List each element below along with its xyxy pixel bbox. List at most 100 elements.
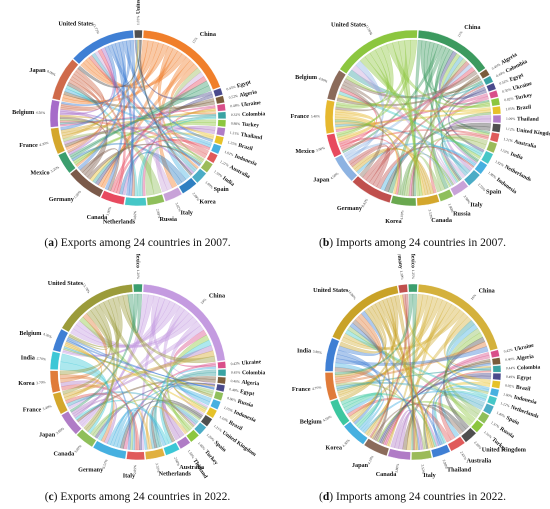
country-label-india: India (297, 347, 311, 354)
chord-brazil-to-belgium (64, 344, 206, 414)
country-label-united-states: United States (58, 20, 94, 27)
pct-label-india: 2.70% (36, 356, 46, 361)
arc-spain (482, 403, 495, 415)
chord-united-states-to-netherlands (126, 39, 136, 196)
group-thailand: 2.98%Thailand (430, 444, 472, 474)
country-label-china: China (200, 31, 216, 38)
group-france: 4.70%France (292, 372, 338, 401)
pct-label-mexico: 3.20% (50, 165, 60, 173)
pct-label-united-kingdom: 2.28% (473, 440, 482, 450)
group-mexico: 3.20%Mexico (30, 151, 76, 176)
arc-korea (178, 177, 197, 194)
pct-label-united-states: 11.72% (92, 23, 100, 35)
group-united-kingdom: 1.03% United Kingdom (134, 0, 143, 39)
group-mexico: 3.90%Mexico (295, 133, 342, 158)
country-label-russia: Russia (499, 426, 516, 440)
caption-text: Imports among 24 countries in 2022. (336, 491, 506, 503)
country-label-belgium: Belgium (12, 109, 35, 116)
group-belgium: 4.50%Belgium (300, 398, 350, 426)
pct-label-canada: 3.90% (106, 206, 113, 216)
arc-brazil (213, 135, 225, 146)
panel-imports-2007: 11% China 0.40% Algeria 0.44% Colombia 0.52% Eg… (275, 0, 550, 254)
country-label-canada: Canada (87, 214, 108, 221)
group-canada: 3.80%Canada (376, 448, 411, 478)
arc-spain (463, 169, 481, 187)
country-label-germany: Germany (337, 205, 363, 212)
country-label-algeria: Algeria (239, 89, 258, 99)
arc-korea (343, 421, 368, 445)
arc-germany (92, 440, 127, 460)
country-label-united-states: United States (313, 287, 349, 294)
pct-label-india: 1.52% (500, 148, 510, 155)
chord-united-states-to-mexico (336, 39, 418, 136)
pct-label-belgium: 4.90% (318, 76, 328, 83)
arc-china (417, 29, 486, 73)
group-united-states: 11.99%United States (331, 22, 418, 74)
country-label-italy: Italy (470, 201, 483, 208)
pct-label-canada: 3.80% (394, 463, 399, 473)
group-netherlands: 3.33%Netherlands (144, 447, 192, 477)
group-china: 19%China (142, 283, 226, 362)
pct-label-germany: 8.42% (361, 198, 369, 208)
arc-ukraine (217, 361, 227, 369)
group-united-kingdom: 1.12% United Kingdom (491, 123, 550, 138)
arc-united-states (332, 285, 399, 341)
country-label-egypt: Egypt (509, 72, 525, 83)
group-egypt: 0.43% Egypt (212, 79, 252, 98)
arc-egypt (215, 383, 226, 393)
group-colombia: 0.32% Colombia (217, 111, 266, 120)
chord-australia-to-canada (429, 133, 489, 194)
arc-united-kingdom (134, 29, 143, 39)
country-label-germany: Germany (49, 196, 75, 203)
pct-label-colombia: 0.32% (231, 113, 240, 117)
pct-label-colombia: 0.44% (506, 366, 515, 370)
country-label-belgium: Belgium (300, 418, 323, 425)
country-label-colombia: Colombia (517, 365, 541, 372)
group-brazil: 1.05% Brazil (492, 105, 532, 115)
caption-text: Exports among 24 countries in 2022. (60, 491, 231, 503)
country-label-egypt: Egypt (240, 389, 255, 398)
arc-korea (49, 370, 61, 394)
arc-colombia (217, 111, 227, 120)
chord-egypt-to-japan (378, 375, 492, 443)
country-label-china: China (479, 288, 495, 295)
country-label-ukraine: Ukraine (514, 343, 535, 353)
group-canada: 3.53%Canada (416, 194, 452, 224)
country-label-turkey: Turkey (203, 449, 219, 466)
chord-brazil-to-italy (425, 381, 491, 449)
pct-label-ukraine: 0.48% (230, 103, 240, 108)
country-label-japan: Japan (29, 67, 46, 74)
chord-spain-to-france (336, 381, 484, 411)
pct-label-thailand: 1.58% (187, 449, 195, 459)
arc-belgium (52, 328, 69, 353)
pct-label-china: 11% (457, 30, 464, 38)
group-germany: 1.30%Germany (395, 254, 408, 294)
pct-label-united-states: 13.78% (81, 282, 90, 294)
country-label-australia: Australia (467, 458, 492, 465)
panel-letter: a (48, 237, 54, 249)
arc-india (49, 351, 61, 370)
country-label-brazil: Brazil (228, 420, 244, 433)
pct-label-spain: 1.29% (206, 433, 216, 442)
pct-label-netherlands: 3.33% (155, 463, 161, 473)
group-germany: 7.09%Germany (49, 168, 104, 203)
pct-label-united-kingdom: 1.03% (136, 16, 140, 25)
caption-text: Imports among 24 countries in 2007. (336, 237, 506, 249)
arc-spain (191, 168, 207, 184)
country-label-egypt: Egypt (236, 79, 252, 89)
group-netherlands: 1.82%Netherlands (480, 150, 533, 184)
country-label-turkey: Turkey (515, 92, 533, 101)
arc-brazil (205, 406, 218, 419)
country-label-colombia: Colombia (242, 370, 266, 376)
arc-germany (352, 175, 393, 204)
group-india: 2.70%India (21, 351, 61, 370)
arc-algeria (479, 68, 490, 80)
chord-russia-to-korea (404, 155, 442, 196)
pct-label-indonesia: 1.05% (223, 406, 233, 413)
country-label-ukraine: Ukraine (241, 359, 262, 367)
group-india: 1.52% India (486, 140, 524, 161)
group-egypt: 0.49% Egypt (492, 372, 531, 382)
arc-thailand (216, 126, 226, 137)
country-label-japan: Japan (352, 462, 369, 469)
